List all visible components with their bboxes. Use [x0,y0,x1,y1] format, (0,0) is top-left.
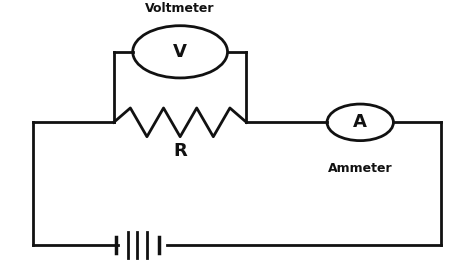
Text: A: A [353,113,367,131]
Text: Ammeter: Ammeter [328,161,392,174]
Text: V: V [173,43,187,61]
Text: Voltmeter: Voltmeter [146,2,215,15]
Text: R: R [173,142,187,160]
